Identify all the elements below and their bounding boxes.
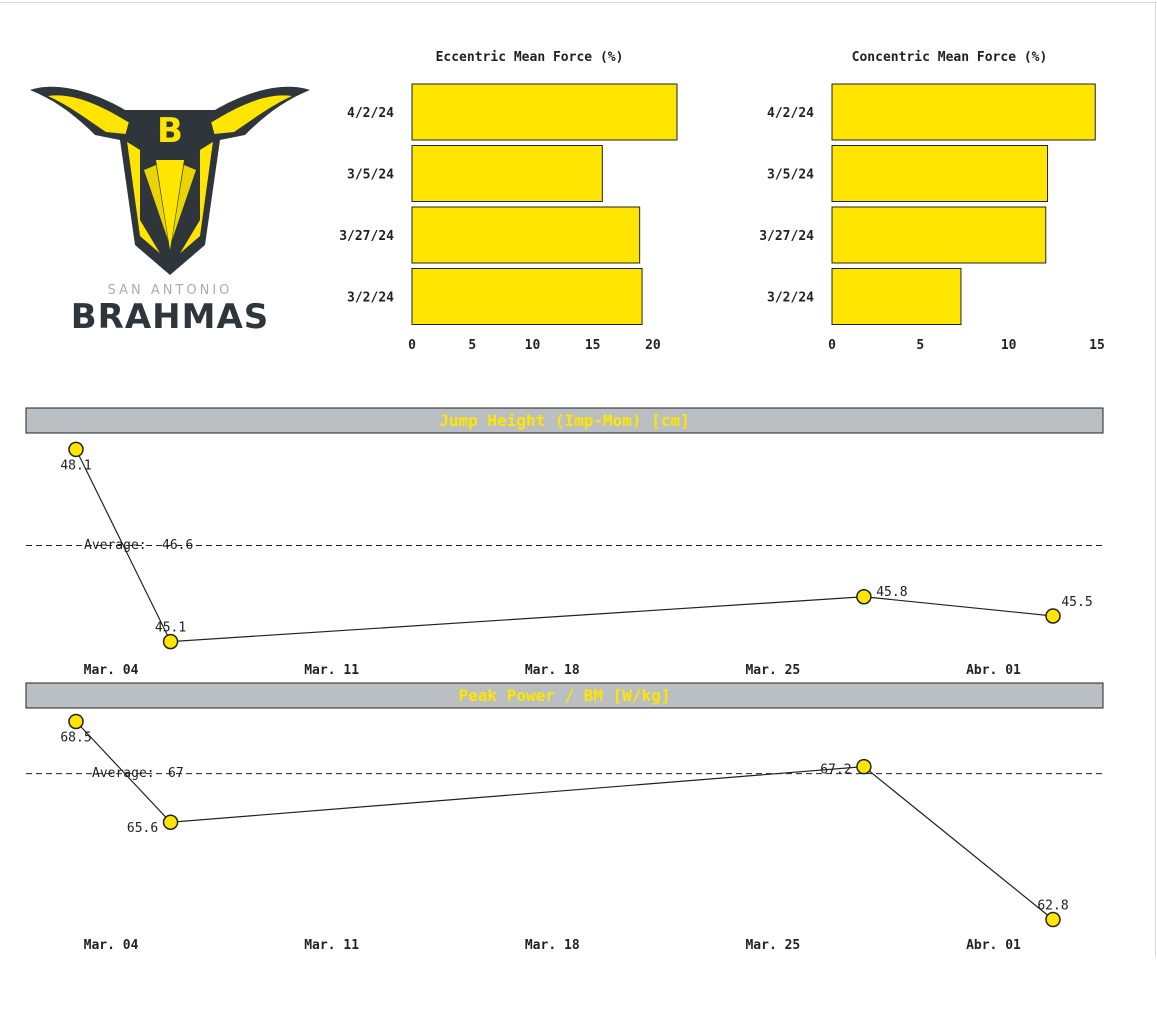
concentric-category-label: 4/2/24: [767, 106, 814, 121]
jump-height-tick-label: Mar. 18: [525, 663, 580, 678]
peak-power-tick-label: Mar. 04: [84, 938, 139, 953]
eccentric-bar: [411, 268, 643, 325]
peak-power-data-point: [1045, 911, 1061, 928]
jump-height-data-label: 48.1: [60, 458, 91, 473]
eccentric-mean-force-chart: Eccentric Mean Force (%) 4/2/24 3/5/24 3/27…: [339, 50, 678, 353]
eccentric-category-label: 3/5/24: [347, 168, 394, 183]
jump-height-average-value: 46.6: [162, 538, 193, 553]
eccentric-tick-label: 10: [525, 338, 541, 353]
jump-height-data-point: [1045, 608, 1061, 624]
frame-right-border: [1155, 2, 1156, 957]
jump-height-data-point: [856, 589, 872, 605]
peak-power-average-value: 67: [168, 766, 184, 781]
peak-power-data-label: 65.6: [127, 821, 158, 836]
eccentric-tick-label: 0: [408, 338, 416, 353]
eccentric-category-label: 4/2/24: [347, 106, 394, 121]
eccentric-bar: [411, 145, 603, 202]
jump-height-average-label: Average:: [84, 538, 147, 553]
concentric-title: Concentric Mean Force (%): [852, 50, 1048, 65]
peak-power-header-bar: [25, 682, 1104, 709]
jump-height-tick-label: Mar. 04: [84, 663, 139, 678]
peak-power-chart: Peak Power / BM [W/kg] Average: 67 68.5 65.6…: [25, 682, 1104, 953]
jump-height-tick-label: Mar. 11: [304, 663, 359, 678]
bull-head-icon: [30, 86, 310, 275]
jump-height-data-label: 45.5: [1061, 595, 1092, 610]
eccentric-bar: [411, 83, 678, 141]
eccentric-category-label: 3/27/24: [339, 229, 394, 244]
jump-height-data-point: [162, 633, 179, 650]
peak-power-data-label: 67.2: [820, 763, 851, 778]
concentric-tick-label: 5: [916, 338, 924, 353]
jump-height-tick-label: Abr. 01: [966, 663, 1021, 678]
logo-letter: B: [157, 111, 183, 151]
peak-power-tick-label: Mar. 18: [525, 938, 580, 953]
concentric-bar: [831, 206, 1047, 264]
concentric-category-label: 3/2/24: [767, 291, 814, 306]
concentric-bar: [831, 83, 1096, 141]
jump-height-tick-label: Mar. 25: [745, 663, 800, 678]
jump-height-header-bar: [25, 407, 1104, 434]
logo-city: SAN ANTONIO: [108, 283, 233, 298]
peak-power-title: Peak Power / BM [W/kg]: [459, 686, 671, 705]
jump-height-title: Jump Height (Imp-Mom) [cm]: [439, 411, 689, 430]
jump-height-series-line: [75, 449, 1054, 643]
peak-power-data-point: [162, 814, 179, 830]
concentric-tick-label: 10: [1001, 338, 1017, 353]
concentric-tick-label: 15: [1089, 338, 1105, 353]
peak-power-data-label: 68.5: [60, 730, 91, 745]
frame-top-border: [0, 2, 1157, 3]
concentric-mean-force-chart: Concentric Mean Force (%) 4/2/24 3/5/24 3/2…: [759, 50, 1105, 353]
concentric-category-label: 3/5/24: [767, 168, 814, 183]
concentric-bar: [831, 145, 1049, 202]
peak-power-series-line: [75, 721, 1054, 920]
peak-power-data-label: 62.8: [1037, 899, 1068, 914]
eccentric-tick-label: 20: [645, 338, 661, 353]
peak-power-data-point: [68, 713, 84, 730]
peak-power-tick-label: Abr. 01: [966, 938, 1021, 953]
eccentric-title: Eccentric Mean Force (%): [436, 50, 624, 65]
peak-power-data-point: [856, 758, 872, 775]
logo-team-name: BRAHMAS: [71, 297, 270, 337]
eccentric-tick-label: 5: [468, 338, 476, 353]
concentric-bar: [831, 268, 962, 325]
jump-height-data-label: 45.1: [155, 621, 186, 636]
eccentric-bar: [411, 206, 641, 264]
concentric-category-label: 3/27/24: [759, 229, 814, 244]
peak-power-average-label: Average:: [92, 766, 155, 781]
peak-power-tick-label: Mar. 11: [304, 938, 359, 953]
jump-height-chart: Jump Height (Imp-Mom) [cm] Average: 46.6 48…: [25, 407, 1104, 678]
brahmas-logo: B SAN ANTONIO BRAHMAS: [30, 86, 310, 337]
jump-height-data-point: [68, 441, 84, 458]
jump-height-data-label: 45.8: [876, 585, 907, 600]
peak-power-tick-label: Mar. 25: [745, 938, 800, 953]
eccentric-tick-label: 15: [585, 338, 601, 353]
eccentric-category-label: 3/2/24: [347, 291, 394, 306]
concentric-tick-label: 0: [828, 338, 836, 353]
